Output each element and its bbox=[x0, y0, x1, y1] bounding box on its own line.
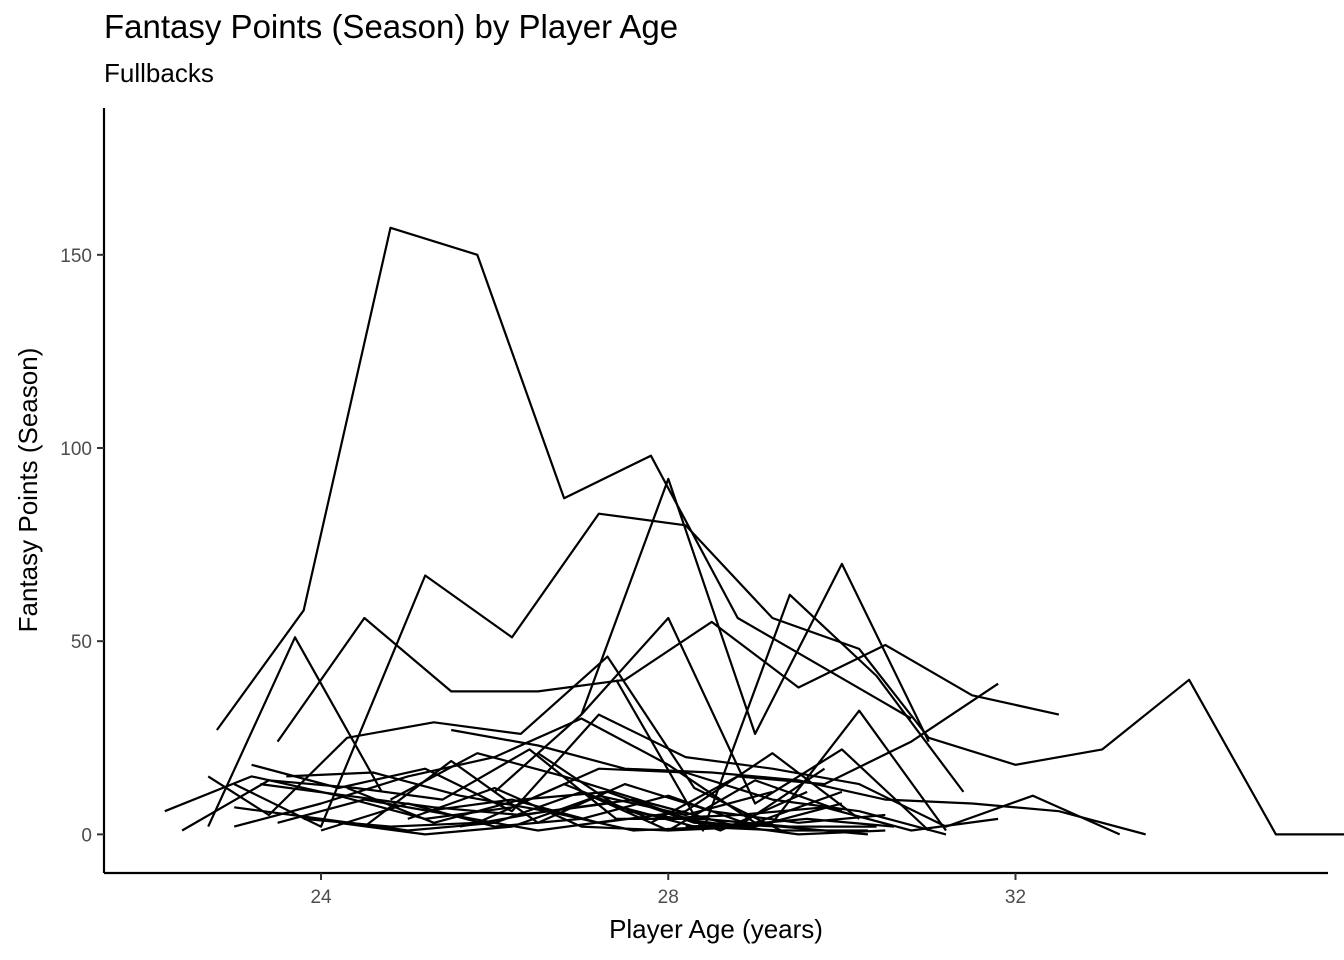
series-line-3 bbox=[233, 512, 1344, 836]
y-tick-label: 50 bbox=[71, 632, 92, 653]
series-line-2 bbox=[276, 616, 1060, 743]
series-line-7 bbox=[615, 593, 965, 832]
series-line-25 bbox=[425, 752, 860, 824]
x-tick-label: 24 bbox=[310, 887, 332, 908]
series-lines bbox=[164, 226, 1344, 836]
series-line-13 bbox=[233, 717, 843, 828]
series-line-21 bbox=[363, 759, 886, 828]
y-axis-title: Fantasy Points (Season) bbox=[13, 348, 43, 633]
series-line-1 bbox=[216, 226, 912, 731]
series-line-9 bbox=[207, 655, 868, 832]
series-line-28 bbox=[320, 794, 756, 832]
chart-title: Fantasy Points (Season) by Player Age bbox=[104, 8, 679, 45]
y-tick-label: 0 bbox=[81, 825, 92, 846]
y-tick-label: 150 bbox=[60, 246, 92, 267]
x-axis-title: Player Age (years) bbox=[609, 914, 823, 944]
axes: 24 28 32 0 50 100 150 bbox=[60, 108, 1328, 908]
series-line-29 bbox=[459, 790, 808, 832]
series-line-17 bbox=[303, 782, 999, 832]
series-line-11 bbox=[251, 713, 1121, 836]
series-line-27 bbox=[346, 786, 868, 836]
series-line-22 bbox=[407, 779, 843, 832]
x-tick-label: 32 bbox=[1005, 887, 1026, 908]
series-line-8 bbox=[493, 616, 930, 832]
y-tick-label: 100 bbox=[60, 439, 92, 460]
series-line-10 bbox=[451, 728, 1146, 836]
chart-subtitle: Fullbacks bbox=[104, 58, 214, 88]
x-tick-label: 28 bbox=[658, 887, 679, 908]
series-line-4 bbox=[207, 636, 383, 828]
series-line-5 bbox=[580, 477, 930, 743]
